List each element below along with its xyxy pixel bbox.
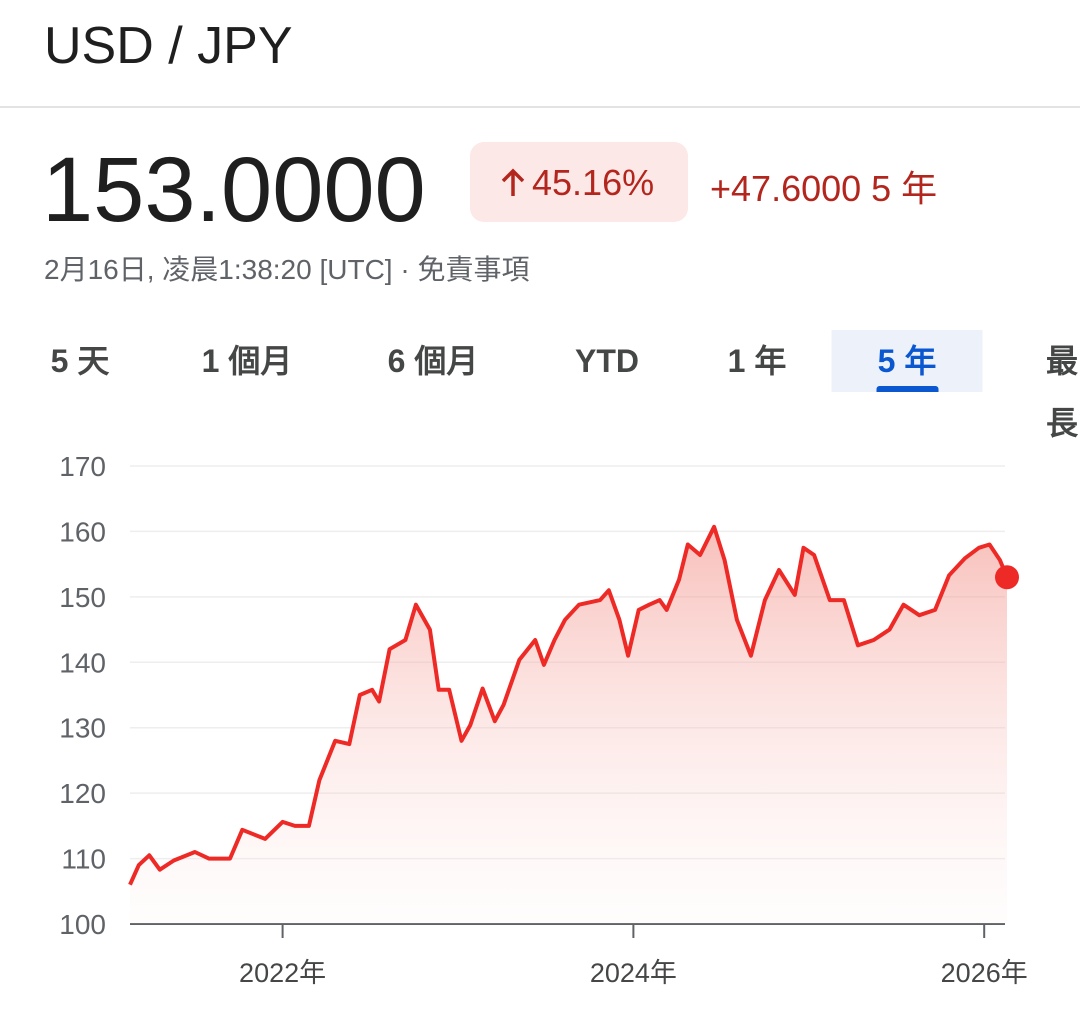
y-tick-label: 160 [59, 516, 106, 547]
change-badge: 45.16% [470, 142, 688, 222]
tab[interactable]: YTD [575, 343, 639, 379]
x-tick-label: 2024年 [590, 958, 677, 988]
y-tick-label: 170 [59, 451, 106, 482]
end-point [995, 565, 1019, 590]
timestamp: 2月16日, 凌晨1:38:20 [UTC] [44, 254, 393, 285]
tab[interactable]: 5 天 [50, 343, 110, 379]
change: +47.6000 5 年 [710, 168, 938, 209]
price: 153.0000 [42, 139, 426, 241]
x-tick-label: 2022年 [239, 958, 326, 988]
timestamp-row: 2月16日, 凌晨1:38:20 [UTC] · 免責事項 [44, 248, 530, 288]
tab[interactable]: 1 個月 [201, 343, 293, 379]
y-tick-label: 100 [59, 909, 106, 940]
disclaimer[interactable]: 免責事項 [417, 254, 530, 285]
tab[interactable]: 5 年 [831, 330, 983, 392]
y-tick-label: 110 [61, 844, 106, 875]
change-percent: 45.16% [532, 162, 655, 203]
title: USD / JPY [44, 17, 293, 75]
y-tick-label: 140 [59, 647, 106, 678]
area [130, 526, 1007, 924]
separator: · [400, 254, 410, 285]
y-tick-label: 150 [59, 582, 106, 613]
divider [0, 106, 1080, 108]
tab[interactable]: 1 年 [727, 343, 787, 379]
tab[interactable]: 最長 [1045, 343, 1079, 441]
line [128, 524, 1009, 886]
chart: 100 110 120 130 140 150 160 170 2022年 2024年 2026年 [59, 451, 1028, 988]
y-tick-label: 120 [59, 778, 106, 809]
up-arrow [501, 168, 525, 196]
y-tick-label: 130 [59, 713, 106, 744]
tab[interactable]: 6 個月 [387, 343, 479, 379]
tab-underline [876, 386, 939, 392]
x-tick-label: 2026年 [941, 958, 1028, 988]
